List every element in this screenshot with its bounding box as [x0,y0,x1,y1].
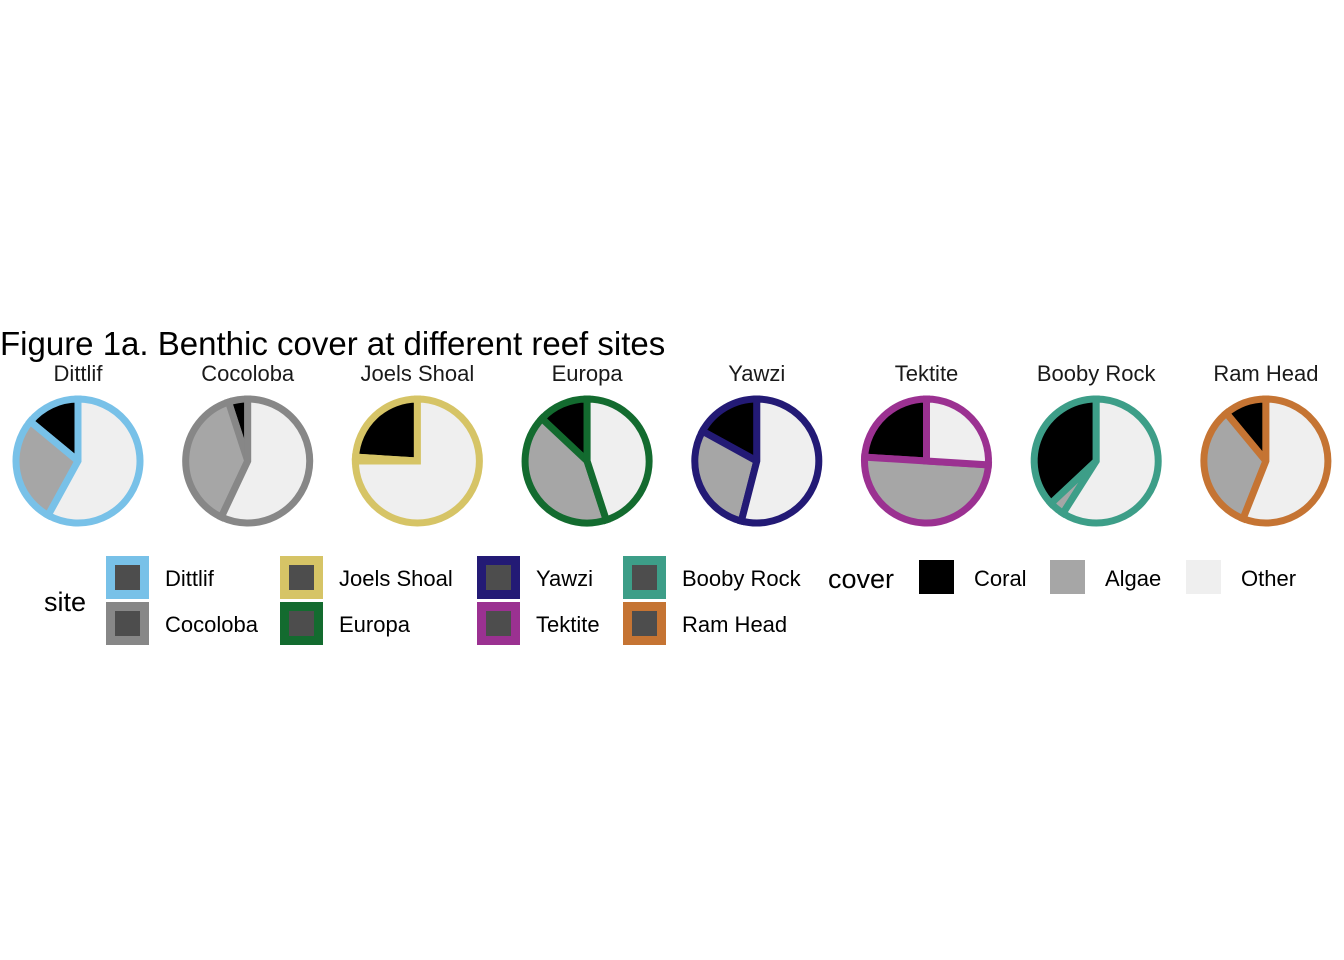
legend-label-cover-other: Other [1241,566,1296,591]
legend-label-cover-coral: Coral [974,566,1027,591]
pie-dittlif-slice-other [43,395,144,527]
legend-label-site-cocoloba: Cocoloba [165,612,259,637]
legend-label-site-booby-rock: Booby Rock [682,566,802,591]
legend-key-site-inner-joels-shoal [289,565,314,590]
pie-europa-slice-algae [521,413,611,527]
legend-key-cover-coral [919,560,954,594]
legend-key-site-inner-dittlif [115,565,140,590]
pie-dittlif-slice-algae [12,416,83,521]
chart-title: Figure 1a. Benthic cover at different re… [0,325,665,362]
legend-title-site: site [44,587,86,617]
pie-yawzi-slice-algae [691,426,761,526]
facets: Dittlif Cocoloba Joels Shoal Europa Yawzi Tek… [12,361,1332,527]
facet-label-dittlif: Dittlif [54,361,104,386]
facet-label-europa: Europa [552,361,624,386]
legend-label-cover-algae: Algae [1105,566,1161,591]
pie-europa-slice-other [583,395,653,525]
legend-label-site-yawzi: Yawzi [536,566,593,591]
facet-label-tektite: Tektite [895,361,959,386]
pie-tektite-slice-other [923,395,992,469]
legend-label-site-tektite: Tektite [536,612,600,637]
legend-label-site-ram-head: Ram Head [682,612,787,637]
legend-key-site-inner-europa [289,611,314,636]
facet-label-yawzi: Yawzi [728,361,785,386]
legend-key-site-inner-cocoloba [115,611,140,636]
pie-booby-rock-slice-coral [1030,395,1100,509]
pie-joels-shoal-slice-coral [351,395,421,465]
site-legend: Dittlif Cocoloba Joels Shoal Europa Yawzi Tek… [106,556,802,645]
legend-label-site-dittlif: Dittlif [165,566,215,591]
facet-label-ram-head: Ram Head [1213,361,1318,386]
pie-tektite-slice-coral [860,395,930,465]
facet-label-booby-rock: Booby Rock [1037,361,1157,386]
cover-legend: Coral Algae Other [919,560,1296,594]
legend-key-cover-other [1186,560,1221,594]
legend-key-site-inner-booby-rock [632,565,657,590]
facet-label-cocoloba: Cocoloba [201,361,295,386]
pie-yawzi-slice-other [737,395,823,527]
legend-key-site-inner-tektite [486,611,511,636]
pie-booby-rock-slice-other [1058,395,1162,527]
legend-key-site-inner-yawzi [486,565,511,590]
pie-joels-shoal-slice-other [351,395,483,527]
legend-label-site-joels-shoal: Joels Shoal [339,566,453,591]
legend: site cover Dittlif Cocoloba Joels Shoal Eur… [44,556,1296,645]
facet-label-joels-shoal: Joels Shoal [361,361,475,386]
pie-ram-head-slice-other [1238,395,1332,527]
legend-key-site-inner-ram-head [632,611,657,636]
pie-cocoloba-slice-other [216,395,314,527]
legend-label-site-europa: Europa [339,612,411,637]
pie-tektite-slice-algae [861,453,993,527]
legend-key-cover-algae [1050,560,1085,594]
legend-title-cover: cover [828,564,894,594]
